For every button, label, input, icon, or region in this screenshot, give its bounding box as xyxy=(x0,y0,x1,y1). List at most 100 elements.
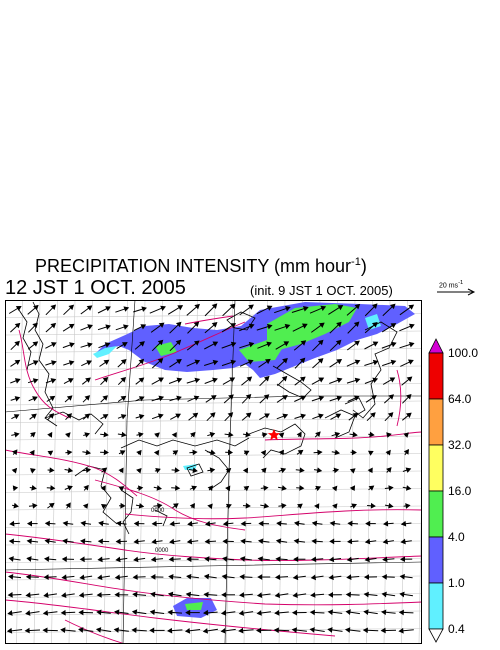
wind-vector-head xyxy=(138,396,145,402)
wind-vector-head xyxy=(220,610,227,616)
wind-vector-head xyxy=(263,375,270,382)
wind-vector-head xyxy=(299,467,305,473)
colorbar-label-04: 0.4 xyxy=(448,622,465,636)
wind-vector-head xyxy=(390,323,397,329)
wind-vector-head xyxy=(274,592,281,598)
wind-vector-head xyxy=(261,467,267,474)
wind-vector-head xyxy=(7,574,14,580)
wind-vector-head xyxy=(132,574,138,580)
precipitation-field xyxy=(93,302,415,618)
wind-vector-head xyxy=(14,396,21,402)
colorbar-label-16: 16.0 xyxy=(448,484,472,498)
wind-vector-head xyxy=(12,485,19,492)
wind-vector-head xyxy=(138,414,145,420)
wind-vector-head xyxy=(351,503,358,509)
wind-vector-head xyxy=(118,486,125,492)
wind-vector-head xyxy=(408,341,415,348)
wind-vector-head xyxy=(65,502,71,509)
wind-vector-head xyxy=(310,556,317,563)
wind-vector-head xyxy=(6,627,13,634)
wind-vector-head xyxy=(222,538,228,545)
wind-vector-head xyxy=(139,341,145,347)
wind-vector-head xyxy=(9,520,15,527)
wind-vector-head xyxy=(309,627,315,633)
wind-vector-head xyxy=(157,339,164,346)
wind-vector-head xyxy=(388,502,394,509)
wind-vector-head xyxy=(115,556,121,563)
wind-vector-head xyxy=(31,413,37,419)
wind-vectors xyxy=(6,303,415,634)
wind-vector-head xyxy=(158,395,165,402)
wind-vector-head xyxy=(318,395,325,402)
wind-vector-head xyxy=(263,502,270,509)
colorbar-label-1: 1.0 xyxy=(448,576,465,590)
wind-vector-head xyxy=(61,592,67,598)
wind-vector-head xyxy=(354,340,360,346)
colorbar-seg-4-1 xyxy=(428,536,444,584)
wind-vector-head xyxy=(26,556,32,562)
wind-vector-head xyxy=(328,574,334,581)
wind-vector-head xyxy=(105,324,111,330)
wind-vector-head xyxy=(68,304,75,311)
wind-vector-head xyxy=(131,627,137,633)
wind-vector-head xyxy=(282,358,288,364)
wind-vector-head xyxy=(33,304,39,311)
wind-vector-head xyxy=(225,467,232,474)
wind-vector-head xyxy=(240,520,246,527)
wind-vector-head xyxy=(281,485,287,491)
wind-vector-head xyxy=(381,574,387,580)
wind-vector-head xyxy=(299,357,306,364)
wind-vector-head xyxy=(242,467,249,474)
wind-vector-head xyxy=(43,592,49,598)
wind-vector-head xyxy=(239,573,245,580)
wind-vector-head xyxy=(151,520,157,527)
wind-vector-head xyxy=(245,412,252,418)
wind-vector-head xyxy=(266,305,273,311)
wind-vector-head xyxy=(403,448,409,455)
wind-vector-head xyxy=(203,573,210,580)
wind-vector-head xyxy=(354,377,361,384)
wind-vector-head xyxy=(157,413,164,419)
wind-vector-head xyxy=(382,556,388,563)
wind-vector-head xyxy=(367,467,373,474)
wind-vector-head xyxy=(406,376,413,382)
wind-vector-head xyxy=(138,502,145,509)
wind-vector-head xyxy=(123,324,129,330)
wind-vector-head xyxy=(136,449,142,456)
colorbar-label-100: 100.0 xyxy=(448,346,479,360)
wind-vector-head xyxy=(138,377,145,383)
wind-vector-head xyxy=(318,413,324,420)
wind-vector-head xyxy=(158,377,164,383)
colorbar-seg-64-32 xyxy=(428,398,444,446)
wind-vector-head xyxy=(67,378,74,384)
wind-vector-head xyxy=(84,413,91,420)
wind-vector-head xyxy=(43,574,49,580)
wind-vector-head xyxy=(381,591,387,598)
wind-vector-head xyxy=(47,431,53,438)
wind-vector-head xyxy=(282,413,289,419)
wind-vector-head xyxy=(150,574,156,580)
wind-vector-head xyxy=(85,467,92,474)
wind-vector-head xyxy=(256,610,262,616)
wind-vector-head xyxy=(316,467,323,473)
wind-vector-head xyxy=(186,538,193,545)
wind-vector-head xyxy=(386,432,392,438)
wind-vector-head xyxy=(49,395,56,402)
wind-vector-head xyxy=(278,449,284,456)
wind-vector-head xyxy=(103,449,109,456)
vector-reference-label: 20 ms-1 xyxy=(439,280,464,290)
wind-vector-head xyxy=(386,467,392,473)
wind-vector-head xyxy=(293,556,299,563)
precip-green-mid xyxy=(239,340,285,362)
colorbar-seg-16-4 xyxy=(428,490,444,538)
wind-vector-head xyxy=(100,504,107,510)
wind-vector-head xyxy=(297,503,303,509)
wind-vector-head xyxy=(389,377,396,383)
wind-vector-head xyxy=(86,360,93,366)
wind-vector-head xyxy=(399,573,405,580)
wind-vector-head xyxy=(172,503,179,509)
wind-vector-head xyxy=(138,431,144,438)
wind-vector-head xyxy=(62,520,68,527)
wind-vector-head xyxy=(391,341,397,348)
wind-vector-head xyxy=(203,591,209,598)
